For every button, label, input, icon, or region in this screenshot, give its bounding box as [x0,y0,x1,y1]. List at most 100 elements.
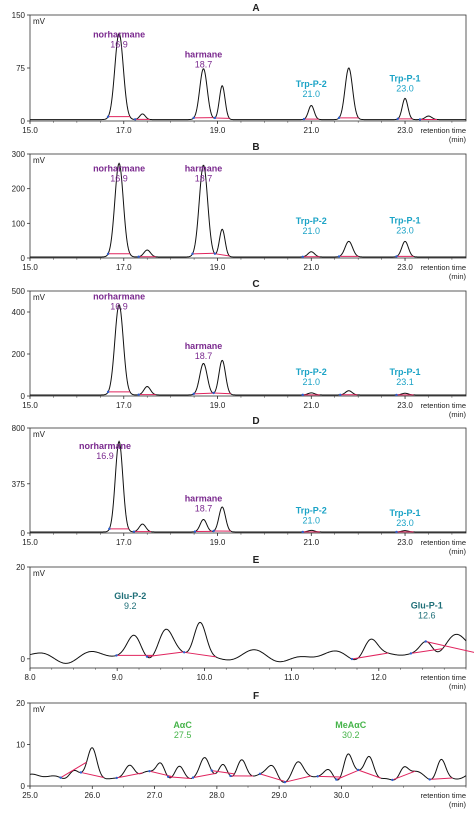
y-tick-label: 0 [21,782,26,791]
x-tick-label: 21.0 [304,126,320,135]
panel-b: BmV 0 100 200 300 15.0 17.0 19.0 21.0 23.0 retenti… [12,142,467,281]
panel-label: F [253,691,259,702]
peak-start-marker [302,117,306,121]
x-tick-label: 30.0 [334,791,350,800]
integration-baseline [259,773,287,783]
peak-start-marker [258,772,262,776]
integration-baseline [392,770,416,781]
peak-name-label: harmane [185,49,223,59]
peak-retention-label: 18.7 [195,173,213,183]
panel-label: C [252,279,259,290]
peak-start-marker [395,255,398,258]
peak-start-marker [106,115,110,118]
integration-baseline [213,392,231,395]
x-tick-label: 27.0 [147,791,163,800]
integration-baseline [410,648,443,654]
integration-baseline [351,652,389,660]
peak-start-marker [356,768,360,772]
x-tick-label: 19.0 [210,126,226,135]
y-tick-label: 0 [21,117,26,126]
x-tick-label: 23.0 [397,126,413,135]
peak-start-marker [301,393,304,397]
peak-retention-label: 18.7 [195,504,213,514]
x-tick-label: 23.0 [397,538,413,547]
peak-retention-label: 9.2 [124,601,137,611]
y-tick-label: 200 [12,350,26,359]
peak-name-label: harmane [185,494,223,504]
y-tick-label: 20 [16,563,25,572]
peak-retention-label: 16.9 [96,451,114,461]
x-tick-label: 15.0 [22,263,38,272]
peak-start-marker [134,118,137,121]
peak-start-marker [191,252,194,256]
x-tick-label: 17.0 [116,538,132,547]
peak-start-marker [106,252,110,255]
integration-baseline [284,775,311,783]
peak-name-label: harmane [185,163,223,173]
x-axis-label: retention time [421,538,466,547]
peak-start-marker [316,775,319,778]
peak-start-marker [391,778,394,782]
integration-baseline [193,392,214,395]
integration-baseline [168,776,191,779]
peak-start-marker [396,117,399,121]
x-tick-label: 17.0 [116,263,132,272]
integration-baseline [425,640,474,653]
peak-start-marker [59,776,62,779]
integration-baseline [184,651,216,658]
panel-e: EmV 0 20 8.0 9.0 10.0 11.0 12.0 retention time(m… [16,555,474,691]
x-tick-label: 11.0 [284,673,300,682]
peak-retention-label: 23.1 [396,377,414,387]
x-tick-label: 21.0 [304,401,320,410]
peak-start-marker [283,780,287,784]
peak-name-label: Trp-P-2 [296,505,327,515]
peak-retention-label: 21.0 [303,89,321,99]
y-unit-label: mV [33,430,46,439]
y-tick-label: 150 [12,11,26,20]
peak-start-marker [115,654,118,657]
peak-retention-label: 16.9 [110,301,128,311]
chromatogram-trace [30,32,466,121]
x-tick-label: 8.0 [24,673,36,682]
x-tick-label: 26.0 [84,791,100,800]
y-unit-label: mV [33,569,46,578]
peak-name-label: Trp-P-2 [296,79,327,89]
peak-retention-label: 16.9 [110,40,128,50]
x-axis-label: retention time [421,263,466,272]
y-tick-label: 0 [21,392,26,401]
plot-frame [29,566,467,669]
peak-retention-label: 16.9 [110,173,128,183]
peak-start-marker [182,651,186,654]
peak-start-marker [137,255,140,258]
peak-name-label: norharmane [93,163,145,173]
x-tick-label: 9.0 [112,673,124,682]
integration-baseline [116,772,143,779]
peak-start-marker [106,390,110,394]
peak-name-label: Glu-P-2 [114,591,146,601]
x-axis-label: retention time [421,126,466,135]
y-tick-label: 100 [12,219,26,228]
peak-name-label: Trp-P-1 [390,367,421,377]
x-tick-label: 19.0 [210,263,226,272]
peak-start-marker [229,774,232,778]
x-tick-label: 12.0 [371,673,387,682]
integration-baseline [192,252,215,255]
y-tick-label: 20 [16,699,25,708]
peak-start-marker [339,393,342,397]
y-tick-label: 0 [21,655,26,664]
x-axis-unit: (min) [449,135,467,144]
peak-name-label: harmane [185,341,223,351]
y-tick-label: 500 [12,287,26,296]
integration-baseline [146,651,184,658]
x-axis-label: retention time [421,401,466,410]
y-tick-label: 300 [12,150,26,159]
peak-name-label: Glu-P-1 [411,600,443,610]
x-tick-label: 15.0 [22,126,38,135]
x-axis-unit: (min) [449,682,467,691]
peak-name-label: norharmane [93,30,145,40]
peak-start-marker [395,530,398,534]
plot-frame [29,427,467,534]
peak-retention-label: 23.0 [396,518,414,528]
x-tick-label: 15.0 [22,538,38,547]
